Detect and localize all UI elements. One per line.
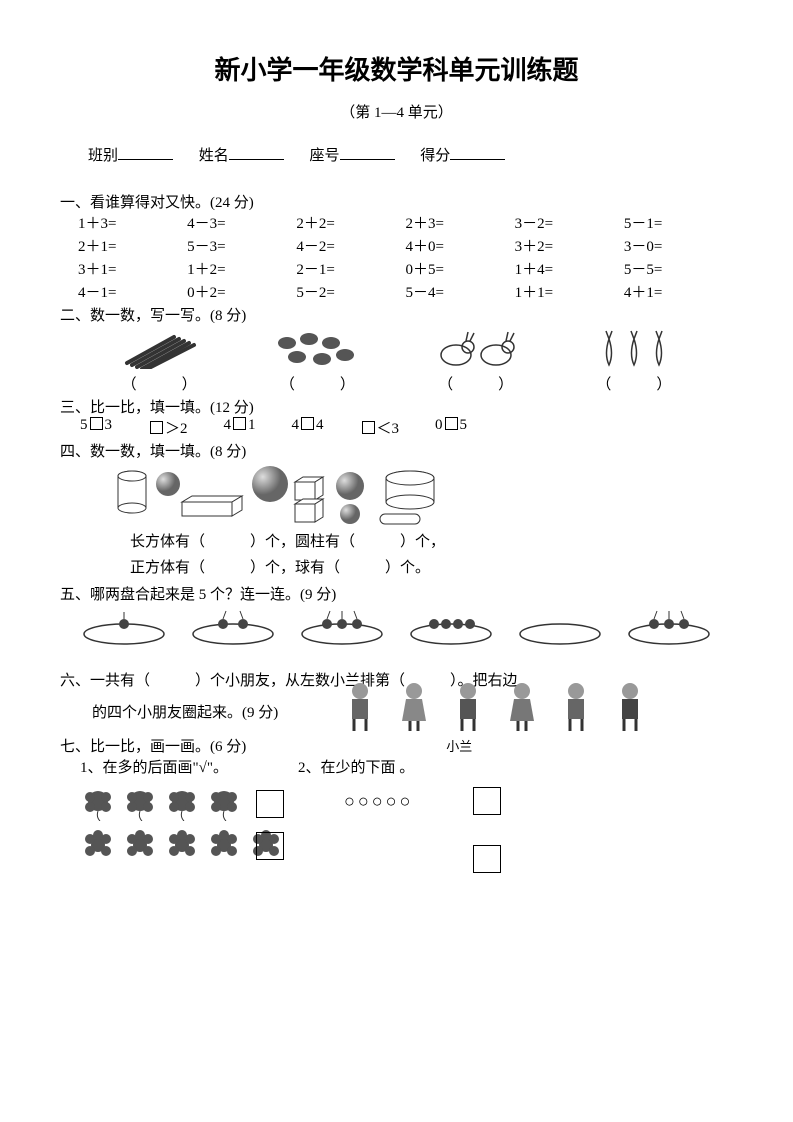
page-subtitle: （第 1—4 单元） [60,101,733,122]
circles-row: ○○○○○ [344,791,413,812]
section7-content: ○○○○○ [60,787,733,873]
plate-icon [406,606,496,646]
answer-box[interactable] [473,845,501,873]
compare-item: 41 [224,417,256,438]
sub1: 1、在多的后面画"√"。 [80,756,228,777]
kid-icon [448,679,488,733]
sub2: 2、在少的下面 。 [298,756,414,777]
calc-item: 2＋2= [296,212,405,233]
calc-item: 3＋2= [515,235,624,256]
calc-item: 3＋1= [78,258,187,279]
calc-item: 2＋1= [78,235,187,256]
calc-item: 2＋3= [405,212,514,233]
count-rabbits: （ ） [401,327,551,394]
shapes-icon [110,464,470,528]
class-blank[interactable] [118,145,173,160]
score-label: 得分 [420,148,450,164]
count-paren: （ ） [242,373,392,394]
kid-icon [394,679,434,733]
plate-icon [624,606,714,646]
compare-item: ＜3 [360,417,400,438]
section4-head: 四、数一数，填一填。(8 分) [60,440,733,461]
calc-item: 3－2= [515,212,624,233]
class-label: 班别 [88,148,118,164]
plate-icon [79,606,169,646]
section3-head: 三、比一比，填一填。(12 分) [60,396,733,417]
calc-item: 5－2= [296,281,405,302]
carrots-icon [594,327,674,371]
calc-item: 0＋5= [405,258,514,279]
count-paren: （ ） [559,373,709,394]
calc-item: 5－4= [405,281,514,302]
compare-item: 53 [80,417,112,438]
pencils-icon [119,329,199,369]
calc-item: 1＋1= [515,281,624,302]
section1-head: 一、看谁算得对又快。(24 分) [60,191,733,212]
name-label: 姓名 [199,148,229,164]
plates-row [60,604,733,648]
student-info-row: 班别 姓名 座号 得分 [60,144,733,165]
flower-block [80,787,284,863]
calc-item: 1＋4= [515,258,624,279]
page-title: 新小学一年级数学科单元训练题 [60,50,733,87]
calc-item: 0＋2= [187,281,296,302]
kid-icon [502,679,542,733]
calc-item: 5－1= [624,212,733,233]
answer-box[interactable] [256,832,284,860]
count-paren: （ ） [84,373,234,394]
calc-item: 4－2= [296,235,405,256]
plate-icon [188,606,278,646]
count-carrots: （ ） [559,327,709,394]
xiaolan-label: 小兰 [446,736,472,755]
count-candies: （ ） [242,327,392,394]
calc-item: 4－3= [187,212,296,233]
candies-icon [267,329,367,369]
count-paren: （ ） [401,373,551,394]
calc-item: 4－1= [78,281,187,302]
section7-head: 七、比一比，画一画。(6 分) [60,735,246,756]
kid-icon [610,679,650,733]
seat-label: 座号 [310,148,340,164]
calc-item: 4＋0= [405,235,514,256]
calc-item: 5－3= [187,235,296,256]
calc-item: 3－0= [624,235,733,256]
compare-item: ＞2 [148,417,188,438]
shapes-area [60,464,733,528]
shape-fill-2: 正方体有（ ）个，球有（ ）个。 [60,556,733,582]
section7-sub: 1、在多的后面画"√"。 2、在少的下面 。 [60,756,733,777]
plate-icon [515,606,605,646]
calc-item: 4＋1= [624,281,733,302]
compare-row: 53 ＞2 41 44 ＜3 05 [60,417,733,438]
seat-blank[interactable] [340,145,395,160]
compare-item: 44 [292,417,324,438]
calc-item: 1＋2= [187,258,296,279]
flowers-row1-icon [80,787,250,821]
section5-head: 五、哪两盘合起来是 5 个？连一连。(9 分) [60,583,733,604]
score-blank[interactable] [450,145,505,160]
shape-fill-1: 长方体有（ ）个，圆柱有（ ）个， [60,530,733,556]
count-pencils: （ ） [84,327,234,394]
section2-head: 二、数一数，写一写。(8 分) [60,304,733,325]
calc-item: 1＋3= [78,212,187,233]
answer-box[interactable] [473,787,501,815]
compare-item: 05 [435,417,467,438]
rabbits-icon [426,327,526,371]
calc-item: 2－1= [296,258,405,279]
kid-icon [340,679,380,733]
calc-grid: 1＋3= 4－3= 2＋2= 2＋3= 3－2= 5－1= 2＋1= 5－3= … [60,212,733,302]
calc-item: 5－5= [624,258,733,279]
plate-icon [297,606,387,646]
name-blank[interactable] [229,145,284,160]
answer-box[interactable] [256,790,284,818]
count-row: （ ） （ ） （ ） [60,325,733,394]
kid-icon [556,679,596,733]
